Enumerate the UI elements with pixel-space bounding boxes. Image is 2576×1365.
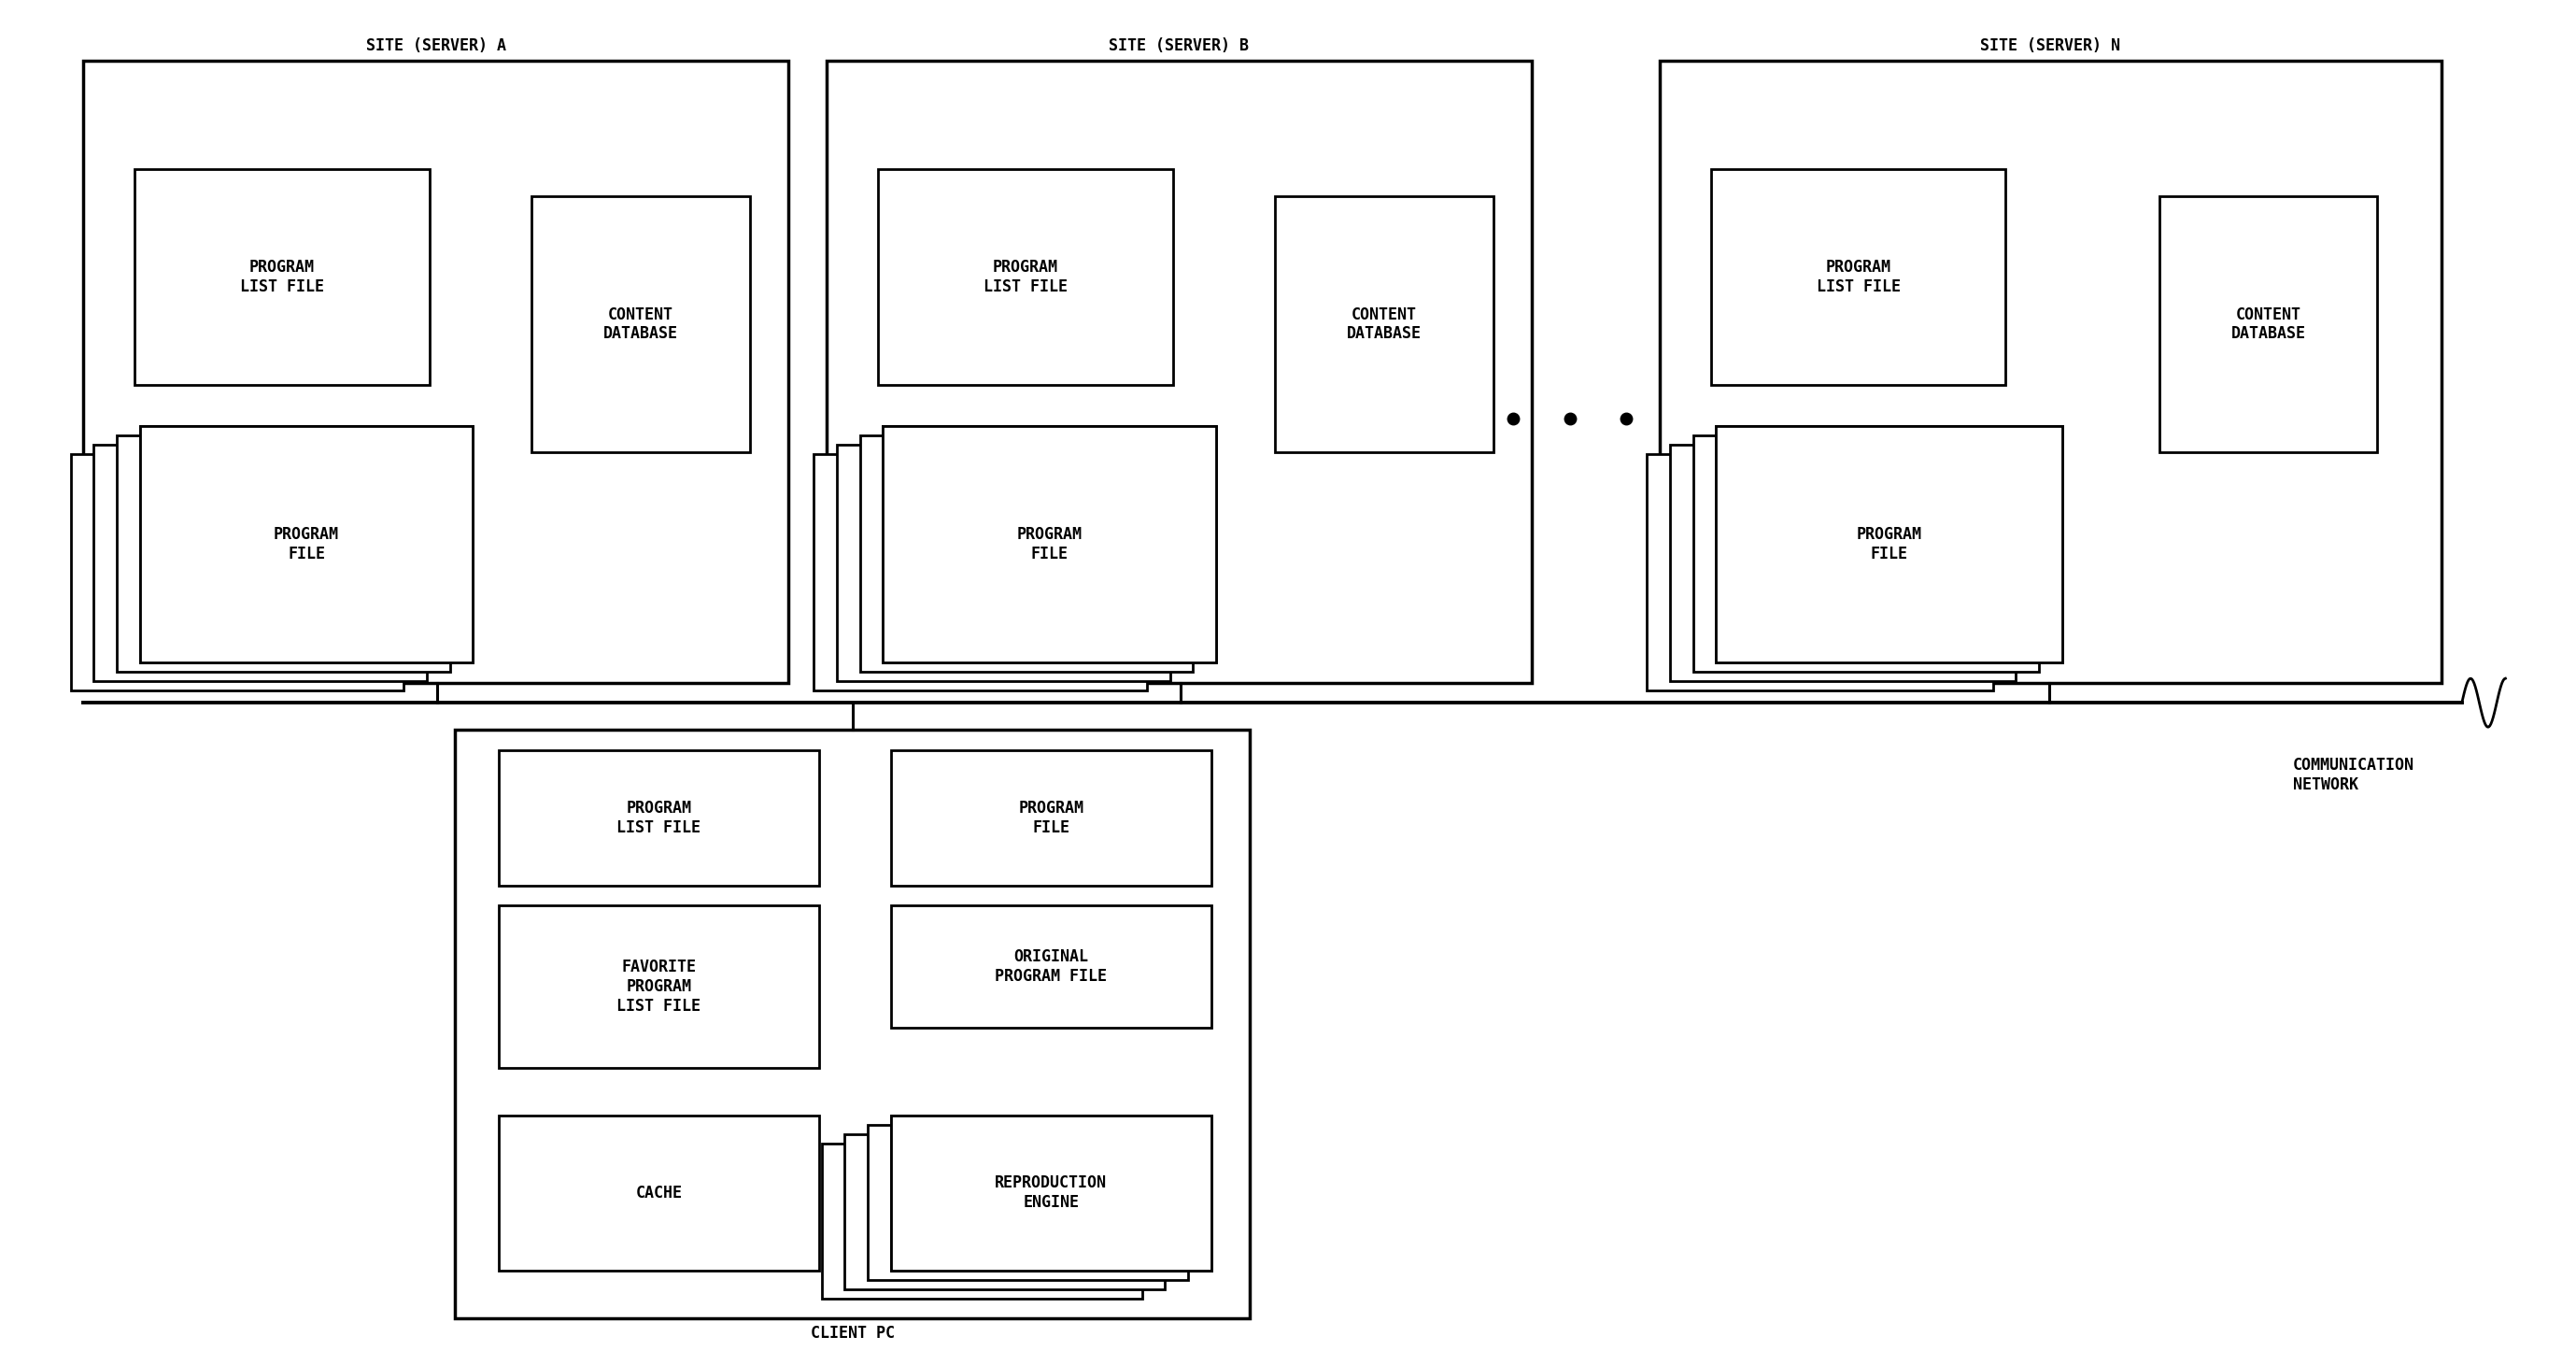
Bar	[456, 730, 1249, 1319]
Bar	[1646, 455, 1994, 691]
Text: PROGRAM
FILE: PROGRAM FILE	[273, 526, 340, 562]
Bar	[2159, 195, 2378, 453]
Text: CONTENT
DATABASE: CONTENT DATABASE	[603, 306, 677, 343]
Text: SITE (SERVER) B: SITE (SERVER) B	[1110, 37, 1249, 53]
Bar	[878, 169, 1172, 385]
Text: REPRODUCTION
ENGINE: REPRODUCTION ENGINE	[994, 1175, 1108, 1211]
Bar	[70, 455, 404, 691]
Bar	[891, 1115, 1211, 1271]
Bar	[500, 1115, 819, 1271]
Text: PROGRAM
LIST FILE: PROGRAM LIST FILE	[984, 259, 1066, 295]
Bar	[1669, 445, 2017, 681]
Bar	[884, 426, 1216, 662]
Bar	[500, 905, 819, 1067]
Text: SITE (SERVER) A: SITE (SERVER) A	[366, 37, 505, 53]
Bar	[500, 751, 819, 886]
Text: COMMUNICATION
NETWORK: COMMUNICATION NETWORK	[2293, 756, 2414, 793]
Bar	[837, 445, 1170, 681]
Bar	[891, 1115, 1211, 1271]
Text: PROGRAM
FILE: PROGRAM FILE	[1018, 800, 1084, 835]
Text: SITE (SERVER) N: SITE (SERVER) N	[1981, 37, 2120, 53]
Bar	[1692, 435, 2040, 672]
Bar	[531, 195, 750, 453]
Text: PROGRAM
LIST FILE: PROGRAM LIST FILE	[616, 800, 701, 835]
Bar	[82, 60, 788, 682]
Bar	[139, 426, 474, 662]
Bar	[93, 445, 428, 681]
Text: ORIGINAL
PROGRAM FILE: ORIGINAL PROGRAM FILE	[994, 949, 1108, 984]
Bar	[845, 1134, 1164, 1290]
Bar	[1659, 60, 2442, 682]
Bar	[134, 169, 430, 385]
Bar	[116, 435, 451, 672]
Text: PROGRAM
FILE: PROGRAM FILE	[1857, 526, 1922, 562]
Text: CLIENT PC: CLIENT PC	[811, 1324, 894, 1342]
Bar	[891, 905, 1211, 1028]
Bar	[822, 1144, 1141, 1299]
Text: CACHE: CACHE	[636, 1185, 683, 1201]
Bar	[860, 435, 1193, 672]
Bar	[884, 426, 1216, 662]
Bar	[1710, 169, 2007, 385]
Bar	[891, 751, 1211, 886]
Bar	[868, 1125, 1188, 1280]
Bar	[814, 455, 1146, 691]
Bar	[1716, 426, 2061, 662]
Text: CONTENT
DATABASE: CONTENT DATABASE	[2231, 306, 2306, 343]
Text: PROGRAM
FILE: PROGRAM FILE	[1018, 526, 1082, 562]
Text: FAVORITE
PROGRAM
LIST FILE: FAVORITE PROGRAM LIST FILE	[616, 958, 701, 1014]
Bar	[1275, 195, 1494, 453]
Bar	[1716, 426, 2061, 662]
Text: PROGRAM
LIST FILE: PROGRAM LIST FILE	[1816, 259, 1901, 295]
Bar	[139, 426, 474, 662]
Bar	[827, 60, 1533, 682]
Text: CONTENT
DATABASE: CONTENT DATABASE	[1347, 306, 1422, 343]
Text: PROGRAM
LIST FILE: PROGRAM LIST FILE	[240, 259, 325, 295]
